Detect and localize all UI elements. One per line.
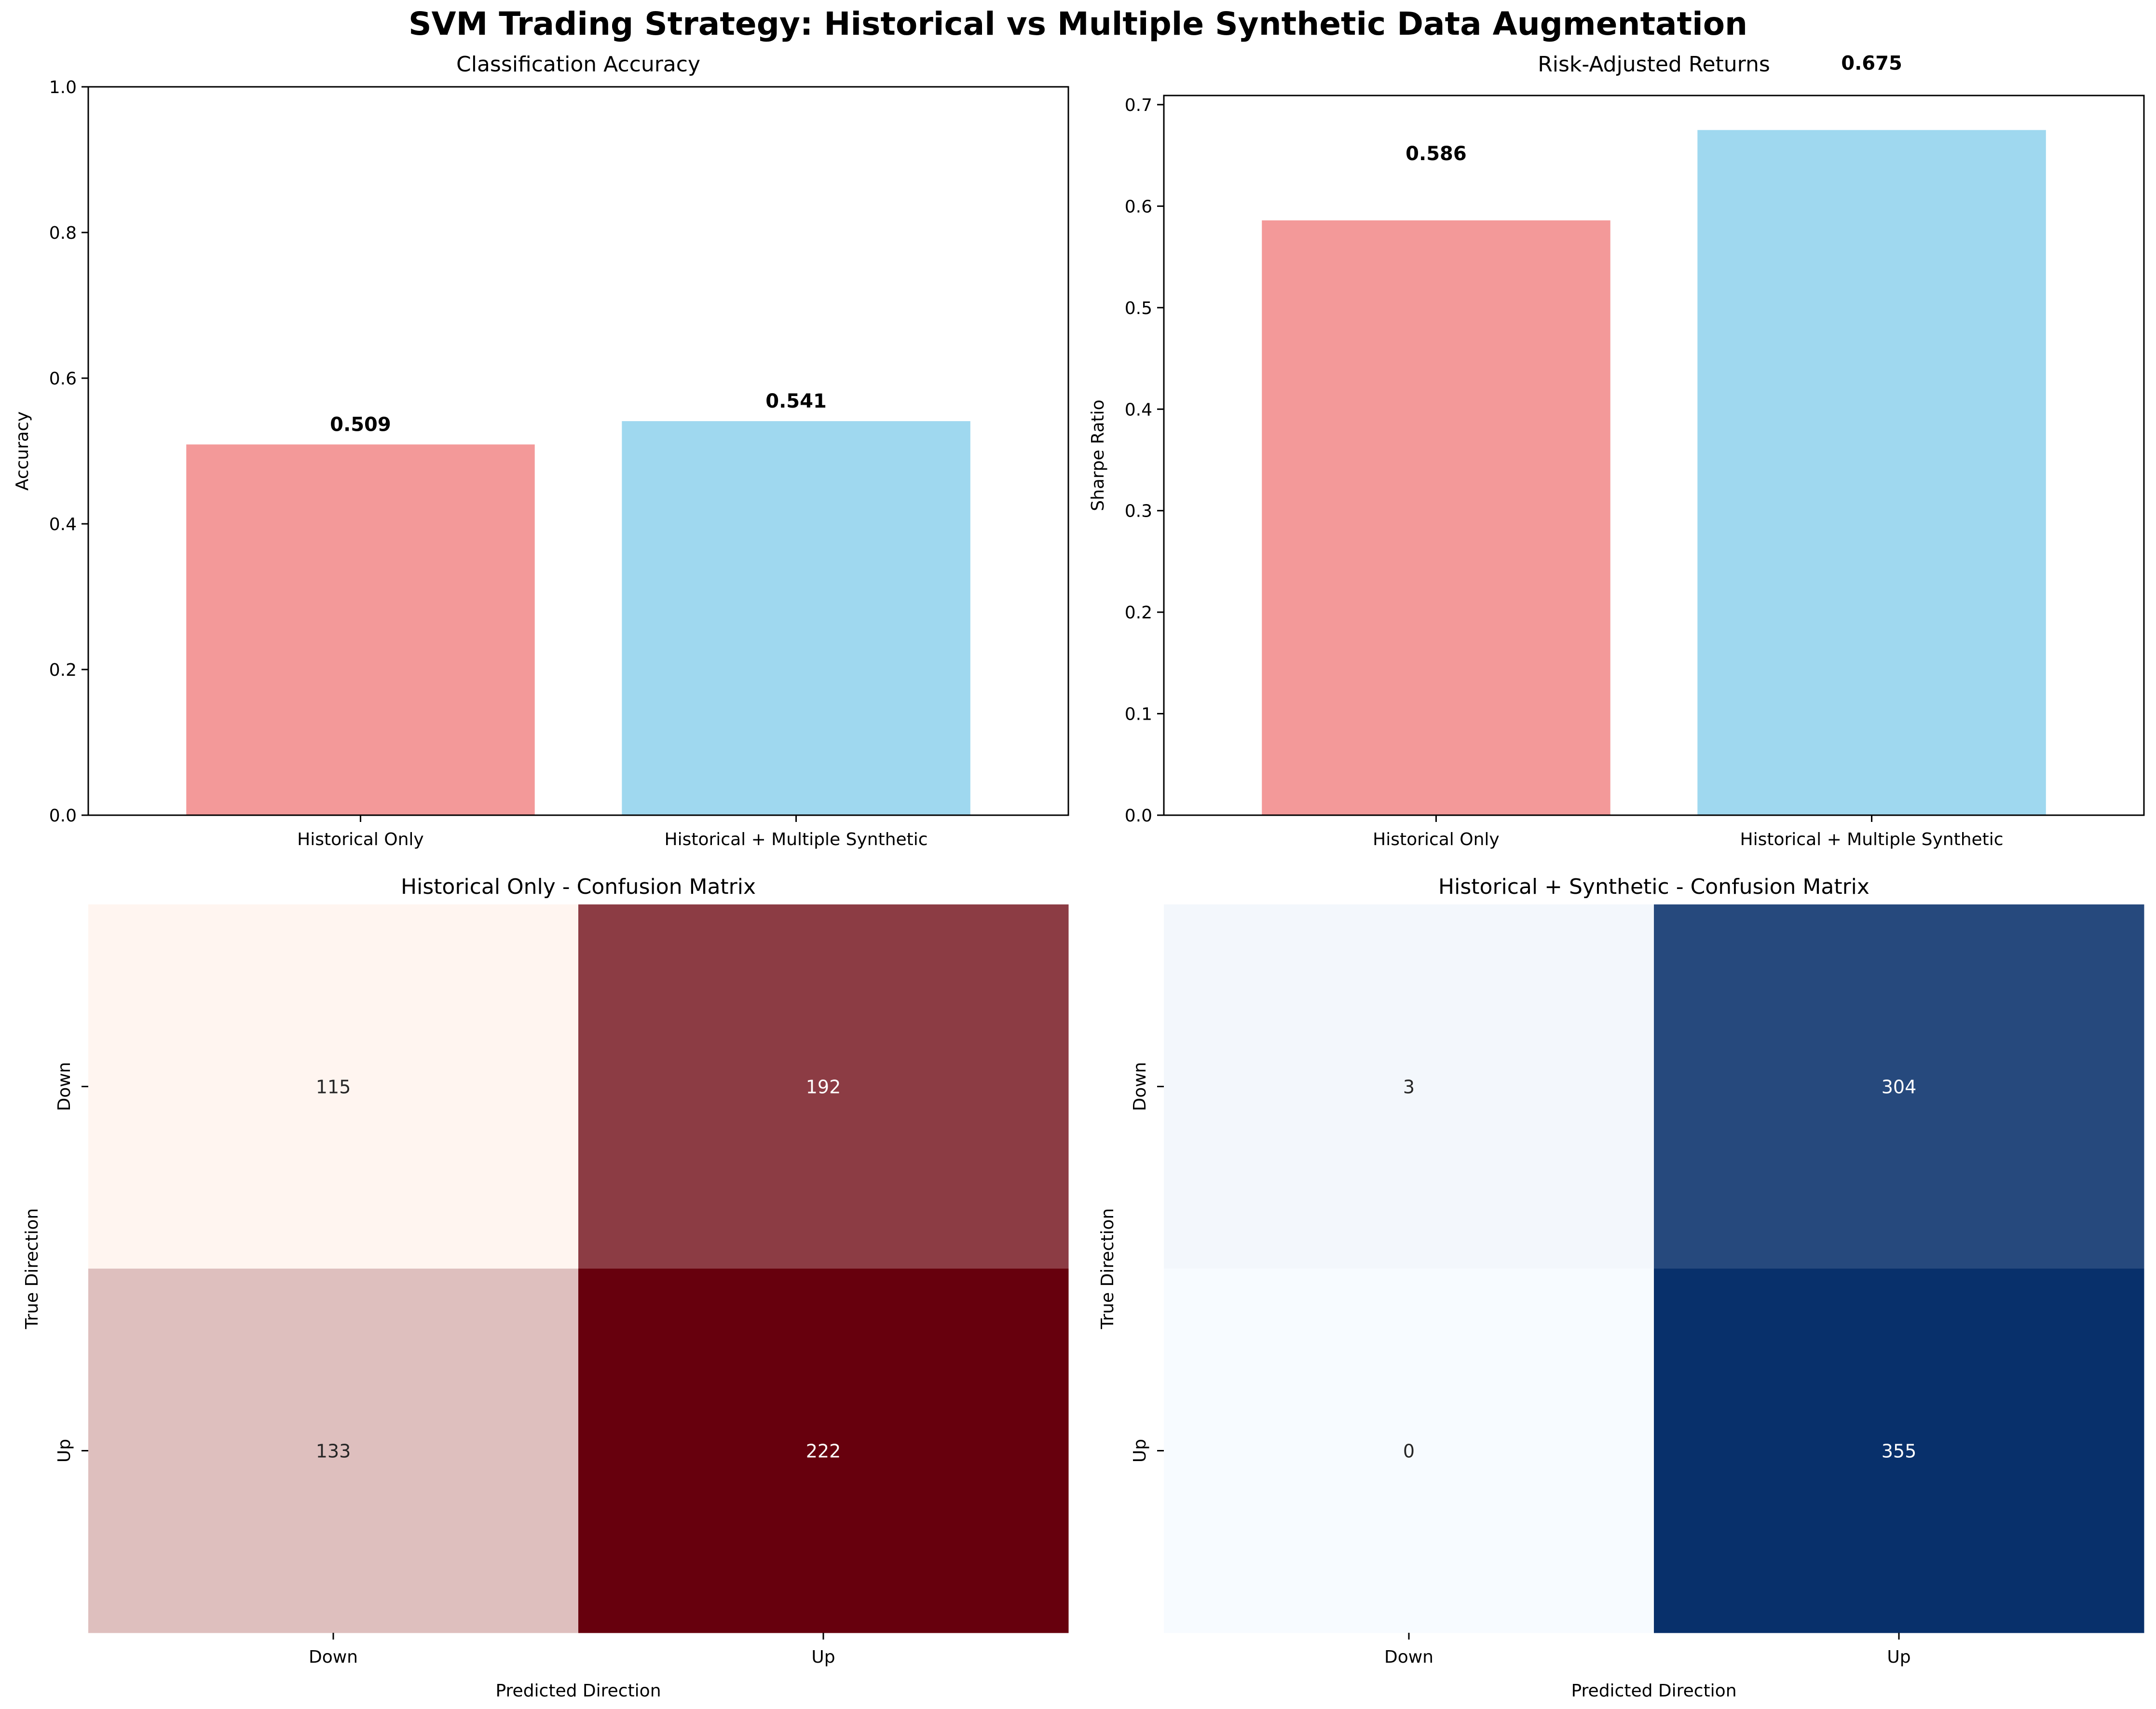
heatmap-cell: [88, 904, 579, 1269]
cell-value-label: 133: [316, 1441, 351, 1462]
x-tick-label: Historical + Multiple Synthetic: [1740, 830, 2004, 849]
y-tick-label: 1.0: [49, 78, 77, 97]
bar-value-label: 0.586: [1405, 143, 1467, 165]
cell-value-label: 304: [1882, 1077, 1917, 1098]
chart-panel-4: Historical + Synthetic - Confusion Matri…: [1098, 875, 2144, 1701]
cell-value-label: 0: [1403, 1441, 1415, 1462]
y-tick-label: 0.8: [49, 223, 77, 243]
heatmap-cell: [1164, 1269, 1654, 1633]
y-tick-label: 0.4: [49, 515, 77, 534]
x-tick-label: Down: [1384, 1647, 1433, 1667]
figure-title: SVM Trading Strategy: Historical vs Mult…: [409, 5, 1747, 42]
heatmap-cell: [578, 1269, 1069, 1633]
chart-title: Historical Only - Confusion Matrix: [401, 875, 756, 899]
x-tick-label: Historical + Multiple Synthetic: [665, 830, 928, 849]
chart-title: Risk-Adjusted Returns: [1538, 52, 1770, 77]
y-tick-label: Down: [55, 1062, 74, 1111]
y-axis-label: Sharpe Ratio: [1088, 399, 1108, 511]
y-tick-label: 0.6: [1125, 197, 1152, 217]
bar-value-label: 0.541: [765, 390, 827, 412]
y-tick-label: 0.0: [1125, 806, 1152, 826]
heatmap-cell: [1164, 904, 1654, 1269]
y-tick-label: 0.1: [1125, 705, 1152, 725]
chart-title: Classification Accuracy: [456, 52, 700, 77]
y-axis-label: True Direction: [1098, 1208, 1118, 1330]
chart-panels: Classification Accuracy 0.509 Historical O…: [13, 52, 2145, 1701]
y-tick-label: 0.0: [49, 806, 77, 826]
chart-title: Historical + Synthetic - Confusion Matri…: [1438, 875, 1869, 899]
chart-panel-2: Risk-Adjusted Returns 0.586 Historical Onl…: [1088, 52, 2145, 849]
bar-2: [622, 421, 970, 815]
cell-value-label: 222: [806, 1441, 841, 1462]
cell-value-label: 3: [1403, 1077, 1415, 1098]
x-axis-label: Predicted Direction: [1571, 1681, 1736, 1701]
x-tick-label: Historical Only: [1373, 830, 1500, 849]
y-tick-label: 0.5: [1125, 299, 1152, 318]
plot-frame: [87, 86, 1069, 816]
cell-value-label: 355: [1882, 1441, 1917, 1462]
y-tick-label: Up: [55, 1439, 74, 1463]
plot-frame: [1163, 95, 2145, 816]
heatmap-cell: [1654, 1269, 2144, 1633]
heatmap-cell: [578, 904, 1069, 1269]
y-tick-label: 0.4: [1125, 400, 1152, 420]
y-axis-label: True Direction: [22, 1208, 42, 1330]
x-tick-label: Up: [1887, 1647, 1910, 1667]
x-tick-label: Down: [309, 1647, 358, 1667]
cell-value-label: 192: [806, 1077, 841, 1098]
bar-1: [186, 444, 535, 815]
heatmap-cell: [88, 1269, 579, 1633]
y-tick-label: 0.6: [49, 369, 77, 389]
x-axis-label: Predicted Direction: [495, 1681, 661, 1701]
y-tick-label: Up: [1130, 1439, 1150, 1463]
x-tick-label: Historical Only: [297, 830, 424, 849]
y-axis-label: Accuracy: [13, 411, 32, 491]
chart-panel-3: Historical Only - Confusion Matrix 115 192…: [22, 875, 1069, 1701]
chart-panel-1: Classification Accuracy 0.509 Historical O…: [13, 52, 1069, 849]
bar-2: [1697, 130, 2046, 816]
y-tick-label: 0.2: [1125, 603, 1152, 623]
y-tick-label: 0.7: [1125, 96, 1152, 115]
bar-value-label: 0.675: [1841, 53, 1902, 75]
bar-1: [1262, 220, 1610, 816]
heatmap-cell: [1654, 904, 2144, 1269]
y-tick-label: Down: [1130, 1062, 1150, 1111]
cell-value-label: 115: [316, 1077, 351, 1098]
x-tick-label: Up: [811, 1647, 835, 1667]
y-tick-label: 0.3: [1125, 502, 1152, 521]
bar-value-label: 0.509: [330, 413, 391, 436]
y-tick-label: 0.2: [49, 660, 77, 680]
